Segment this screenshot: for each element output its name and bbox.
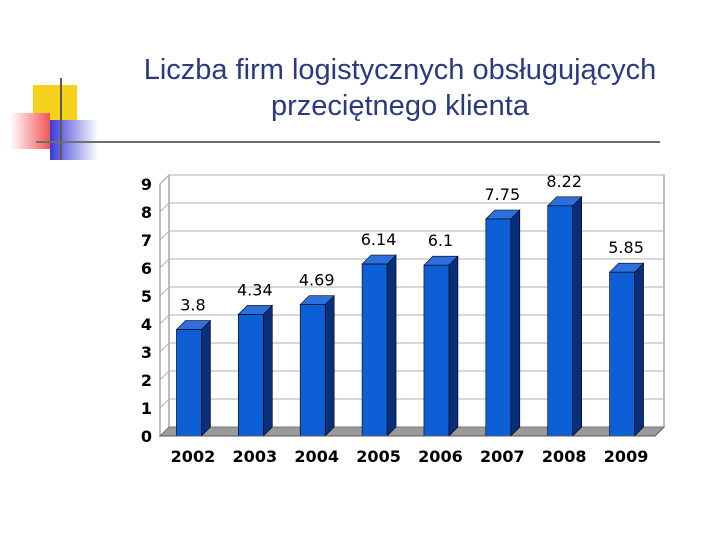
y-tick-label: 1 — [141, 399, 152, 418]
x-tick-label: 2004 — [294, 447, 339, 466]
bar — [485, 218, 512, 437]
bar — [547, 205, 573, 437]
bar-side — [386, 254, 397, 437]
bar — [609, 271, 635, 437]
x-tick-label: 2008 — [542, 447, 587, 466]
y-tick-label: 2 — [141, 371, 152, 390]
x-tick-label: 2005 — [356, 447, 401, 466]
bar-side — [263, 304, 273, 437]
gridline — [159, 202, 664, 213]
chart-floor — [158, 426, 666, 437]
x-tick-label: 2003 — [233, 447, 278, 466]
title-divider — [36, 141, 660, 143]
bar-side — [510, 209, 521, 437]
bar-side — [448, 255, 459, 437]
bar — [423, 264, 450, 437]
bar-side — [572, 196, 582, 437]
deco-vertical-line — [60, 78, 62, 160]
bar-side — [634, 262, 644, 437]
data-label: 4.34 — [237, 280, 273, 299]
bar — [238, 314, 264, 437]
slide-title-line-1: Liczba firm logistycznych obsługujących — [143, 54, 657, 86]
y-tick-label: 4 — [141, 315, 152, 334]
data-label: 4.69 — [299, 271, 335, 290]
data-label: 3.8 — [180, 296, 205, 315]
y-tick-label: 5 — [141, 287, 152, 306]
y-tick-label: 3 — [141, 343, 152, 362]
bar-side — [324, 294, 335, 437]
bar — [361, 263, 388, 437]
slide-title: Liczba firm logistycznych obsługujących … — [100, 52, 700, 124]
chart-side-wall — [159, 173, 170, 438]
data-label: 5.85 — [608, 238, 644, 257]
data-label: 7.75 — [485, 185, 521, 204]
deco-red-square — [10, 113, 50, 149]
y-tick-label: 8 — [141, 203, 152, 222]
data-label: 8.22 — [546, 172, 582, 191]
x-tick-label: 2002 — [171, 447, 216, 466]
y-tick-label: 6 — [141, 259, 152, 278]
data-label: 6.14 — [361, 230, 397, 249]
gridline — [159, 174, 664, 185]
x-tick-label: 2006 — [418, 447, 463, 466]
y-tick-label: 7 — [141, 231, 152, 250]
data-label: 6.1 — [428, 231, 453, 250]
bar — [176, 329, 202, 437]
deco-blue-square — [50, 120, 98, 160]
x-tick-label: 2009 — [604, 447, 649, 466]
bar — [299, 304, 326, 437]
bar-side — [201, 319, 211, 437]
y-tick-label: 0 — [141, 427, 152, 446]
y-tick-label: 9 — [141, 175, 152, 194]
slide-title-line-2: przeciętnego klienta — [271, 90, 529, 122]
x-tick-label: 2007 — [480, 447, 525, 466]
